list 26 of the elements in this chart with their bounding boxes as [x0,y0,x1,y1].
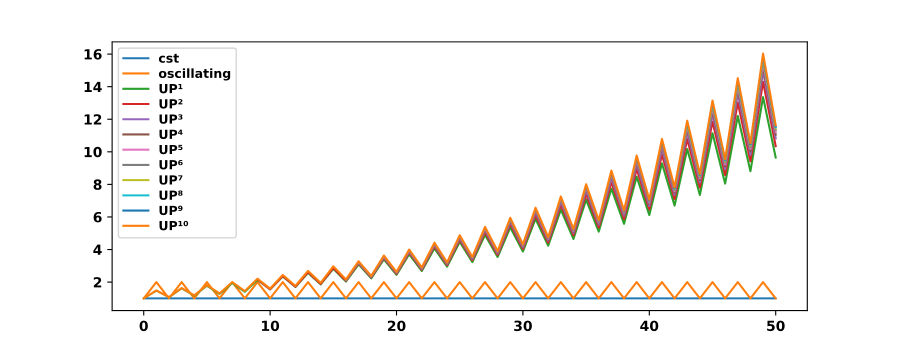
legend-label: cst [158,54,179,63]
y-tick-label: 4 [93,244,102,255]
y-tick-label: 8 [94,179,102,190]
legend-label: UP⁵ [160,144,182,154]
y-tick-label: 2 [94,277,102,288]
legend-label: UP⁴ [160,130,183,140]
x-tick-label: 50 [767,320,785,332]
legend-label: oscillating [158,68,230,81]
x-tick-label: 0 [140,320,148,332]
y-tick-label: 10 [84,146,102,158]
legend-label: UP⁹ [160,206,183,216]
x-tick-label: 30 [514,320,532,332]
legend-label: UP² [160,99,182,109]
legend-label: UP⁶ [160,160,183,170]
x-tick-label: 10 [262,320,280,332]
x-tick-label: 40 [640,320,658,332]
y-tick-label: 16 [84,49,102,60]
x-tick-label: 20 [388,320,406,332]
legend-label: UP¹ [160,84,182,94]
y-tick-label: 14 [84,82,102,92]
legend-label: UP¹⁰ [160,220,188,230]
y-tick-label: 12 [84,114,102,125]
legend-label: UP⁷ [160,175,182,185]
legend-label: UP³ [160,114,182,124]
y-tick-label: 6 [94,212,102,222]
legend-label: UP⁸ [160,190,183,200]
